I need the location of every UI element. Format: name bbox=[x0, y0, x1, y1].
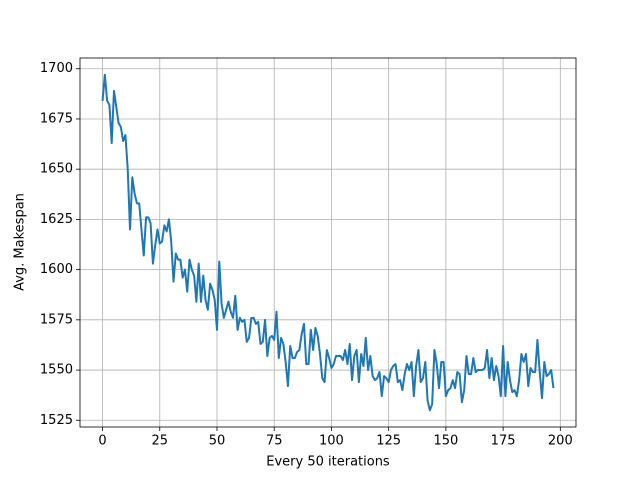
plot-frame bbox=[79, 57, 577, 428]
x-tick-label: 0 bbox=[98, 434, 106, 449]
x-tick-label: 100 bbox=[319, 434, 344, 449]
x-tick-label: 25 bbox=[151, 434, 168, 449]
data-line bbox=[101, 73, 555, 412]
x-tick-label: 175 bbox=[491, 434, 516, 449]
y-axis-label: Avg. Makespan bbox=[13, 193, 28, 291]
y-tick-label: 1700 bbox=[40, 61, 73, 76]
y-tick-label: 1675 bbox=[40, 111, 73, 126]
y-tick-label: 1525 bbox=[40, 413, 73, 428]
y-tick-label: 1650 bbox=[40, 162, 73, 177]
x-tick-label: 75 bbox=[266, 434, 283, 449]
y-tick-label: 1625 bbox=[40, 212, 73, 227]
x-tick-label: 200 bbox=[548, 434, 573, 449]
y-tick-label: 1575 bbox=[40, 312, 73, 327]
x-tick-label: 150 bbox=[433, 434, 458, 449]
y-tick-label: 1550 bbox=[40, 363, 73, 378]
y-tick-label: 1600 bbox=[40, 262, 73, 277]
x-tick-label: 50 bbox=[209, 434, 226, 449]
x-tick-label: 125 bbox=[376, 434, 401, 449]
x-axis-label: Every 50 iterations bbox=[266, 455, 390, 470]
